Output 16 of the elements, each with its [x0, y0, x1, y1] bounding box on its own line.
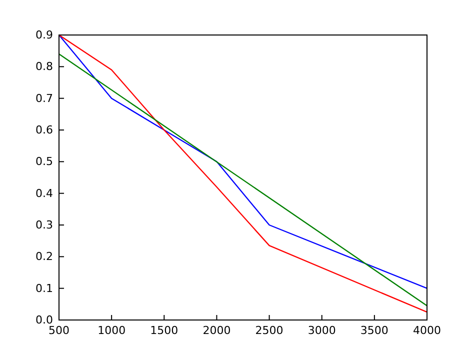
x-tick-label: 3000 — [308, 324, 336, 337]
y-tick-label: 0.6 — [36, 124, 53, 137]
y-tick-label: 0.7 — [36, 92, 53, 105]
y-tick-label: 0.1 — [36, 282, 53, 295]
y-tick-label: 0.5 — [36, 155, 53, 168]
x-tick-label: 2000 — [202, 324, 231, 337]
y-tick-label: 0.4 — [36, 186, 53, 200]
y-tick-label: 0.2 — [36, 250, 53, 264]
x-tick-label: 1000 — [98, 324, 126, 337]
y-tick-label: 0.3 — [36, 218, 53, 232]
x-tick-label: 2500 — [255, 324, 284, 337]
x-tick-label: 4000 — [413, 324, 441, 337]
x-tick-label: 3500 — [360, 324, 388, 337]
y-tick-label: 0.8 — [36, 60, 53, 74]
y-tick-label: 0.9 — [36, 28, 53, 42]
x-tick-label: 1500 — [150, 324, 178, 337]
